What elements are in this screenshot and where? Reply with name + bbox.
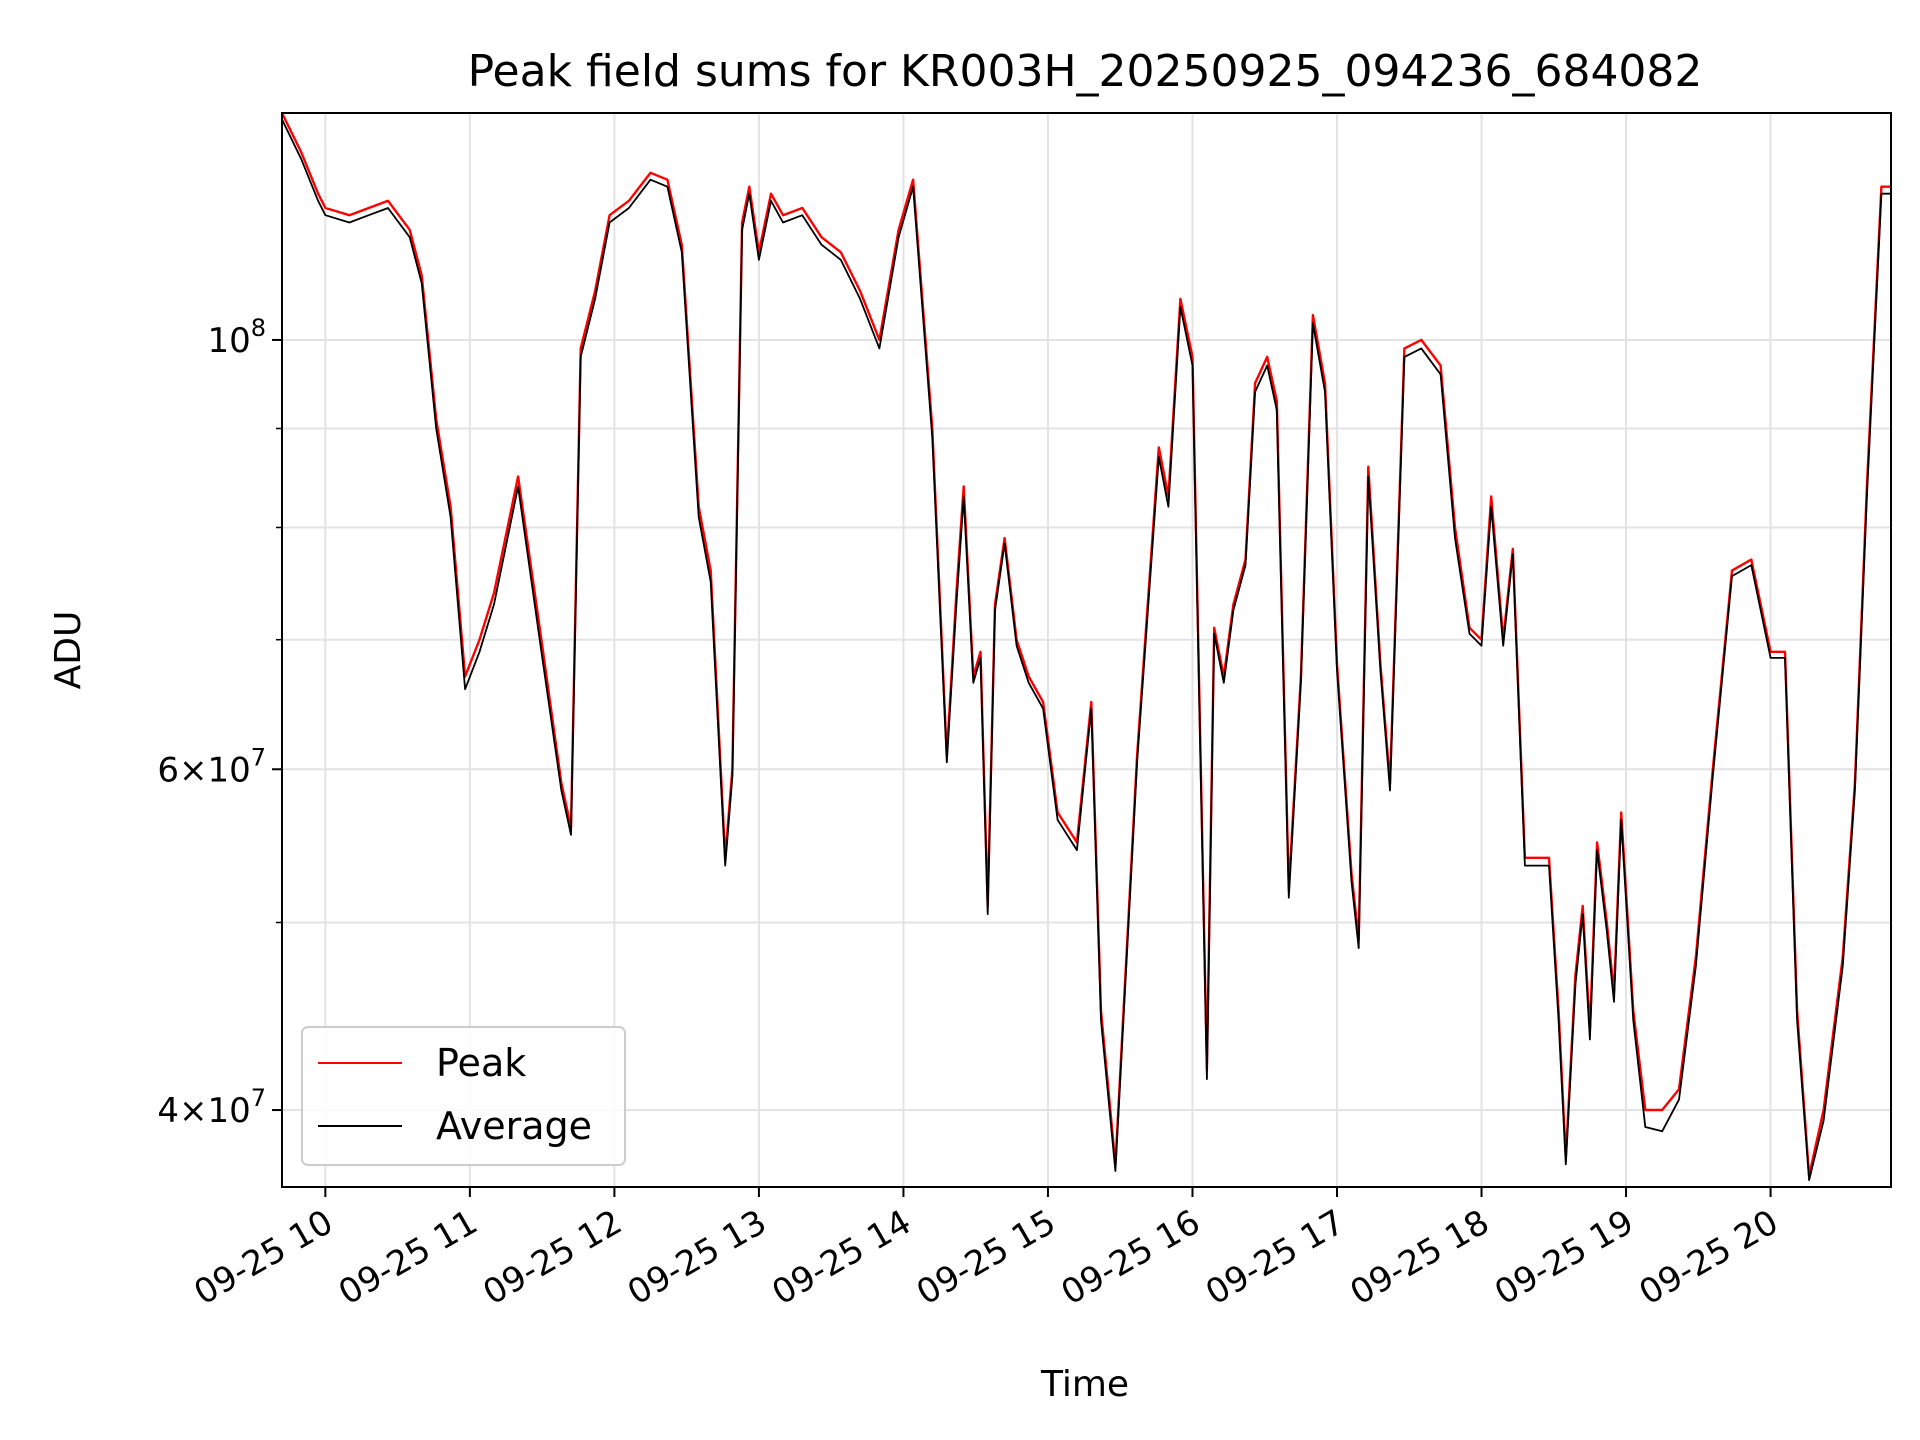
plot-frame [281,112,1892,1188]
legend-label-peak: Peak [436,1041,526,1085]
y-tick-label: 6×107 [157,743,266,790]
series-lines [280,112,1891,1181]
legend-label-average: Average [436,1104,592,1148]
y-tick-label: 4×107 [157,1084,266,1131]
series-line-average [281,119,1891,1181]
y-tick-label: 108 [207,314,266,361]
x-axis-label: Time [1040,1364,1129,1405]
legend: Peak Average [301,1026,626,1166]
y-axis-label: ADU [48,611,89,690]
legend-box [301,1026,626,1166]
chart-title: Peak field sums for KR003H_20250925_0942… [468,46,1703,97]
